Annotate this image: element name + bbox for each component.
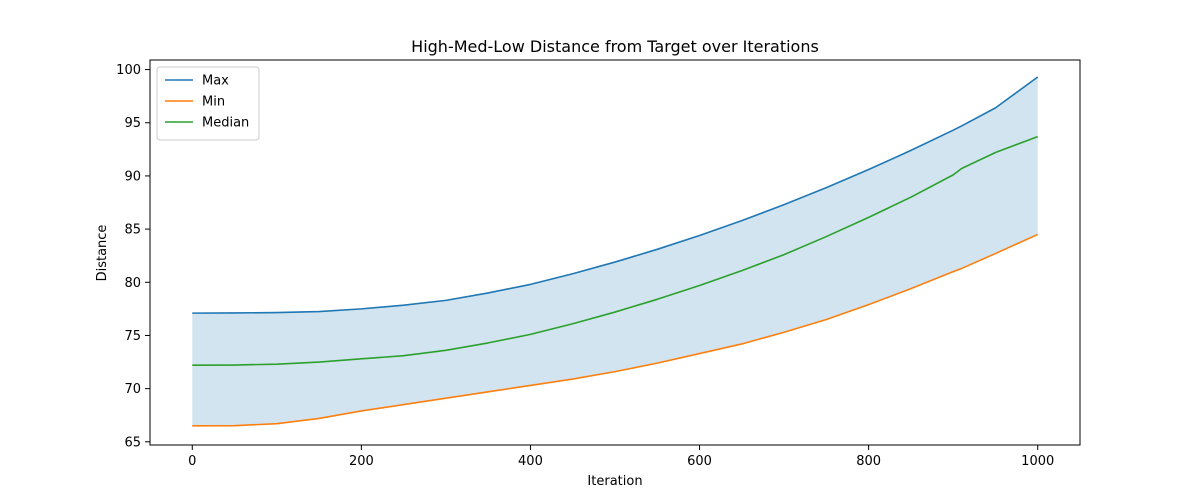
fill-band-layer bbox=[192, 77, 1038, 426]
x-axis-label: Iteration bbox=[587, 474, 642, 489]
series-line-max bbox=[192, 76, 1039, 314]
y-tick-label: 65 bbox=[124, 435, 141, 450]
legend-label-median: Median bbox=[202, 116, 249, 131]
series-line-min bbox=[192, 233, 1039, 427]
chart-title: High-Med-Low Distance from Target over I… bbox=[411, 37, 819, 56]
y-tick-label: 70 bbox=[124, 382, 141, 397]
y-tick-label: 85 bbox=[124, 223, 141, 238]
plot-area-frame bbox=[149, 59, 1081, 446]
legend-label-max: Max bbox=[202, 74, 229, 89]
y-axis-label: Distance bbox=[95, 225, 110, 282]
y-tick-label: 95 bbox=[124, 116, 141, 131]
x-tick-label: 600 bbox=[687, 454, 712, 469]
x-tick-label: 200 bbox=[349, 454, 374, 469]
x-tick-label: 0 bbox=[188, 454, 196, 469]
max-min-fill-band bbox=[192, 77, 1038, 426]
series-lines-layer bbox=[192, 76, 1039, 427]
y-tick-label: 90 bbox=[124, 169, 141, 184]
y-tick-label: 80 bbox=[124, 276, 141, 291]
series-line-median bbox=[192, 135, 1039, 367]
y-tick-label: 75 bbox=[124, 329, 141, 344]
x-tick-label: 400 bbox=[518, 454, 543, 469]
axes-layer: 0 200 400 600 800 1000 65 70 75 80 85 90 95 100 bbox=[116, 59, 1081, 469]
x-tick-label: 1000 bbox=[1021, 454, 1054, 469]
legend: Max Min Median bbox=[156, 66, 260, 141]
legend-label-min: Min bbox=[202, 95, 225, 110]
y-tick-label: 100 bbox=[116, 63, 141, 78]
x-tick-label: 800 bbox=[856, 454, 881, 469]
